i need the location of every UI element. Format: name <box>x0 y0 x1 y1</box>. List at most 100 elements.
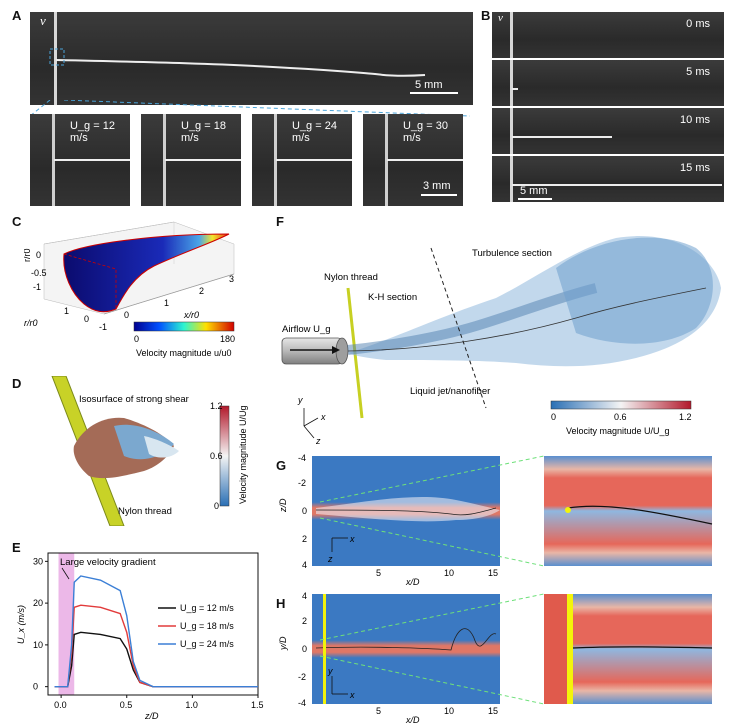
d-cb-tick-2: 0 <box>214 501 219 511</box>
inset-label-3: U_g = 30 m/s <box>403 120 448 144</box>
frame-time-0: 0 ms <box>686 18 710 30</box>
g-xtick-2: 15 <box>488 568 498 578</box>
h-ytick-2: 0 <box>302 644 307 654</box>
x-tick-label: 1.5 <box>251 700 264 710</box>
h-xlabel: x/D <box>405 715 420 725</box>
panel-h-field: y/D 4 2 0 -2 -4 5 10 15 x/D y x <box>278 591 713 725</box>
panel-label-b: B <box>481 8 491 23</box>
panel-label-a: A <box>12 8 22 23</box>
chart-annotation: Large velocity gradient <box>60 557 156 568</box>
inset-scale-bar <box>421 194 457 196</box>
nylon-thread <box>510 108 513 154</box>
legend-label-1: U_g = 18 m/s <box>180 621 234 631</box>
d-annot-thread: Nylon thread <box>118 506 172 517</box>
frame-scale-label: 5 mm <box>520 185 548 197</box>
panel-label-d: D <box>12 376 22 391</box>
plot-frame <box>47 552 259 696</box>
f-turb: Turbulence section <box>472 248 552 259</box>
g-xtick-1: 10 <box>444 568 454 578</box>
g-ytick-1: -2 <box>298 478 306 488</box>
g-ytick-3: 2 <box>302 534 307 544</box>
g-ytick-2: 0 <box>302 506 307 516</box>
frame-photo-1: 5 ms <box>492 60 724 106</box>
series-line-2 <box>54 575 258 688</box>
y-axis-label: U_x (m/s) <box>16 605 26 644</box>
inset-photo-3: U_g = 30 m/s 3 mm <box>363 114 463 206</box>
scale-bar <box>410 92 458 94</box>
frame-time-1: 5 ms <box>686 66 710 78</box>
nylon-thread <box>52 114 55 206</box>
x-tick-label: 0.5 <box>120 700 133 710</box>
c-tick-x-0: 0 <box>124 310 129 320</box>
f-jet: Liquid jet/nanofiber <box>410 386 490 397</box>
frame-photo-0: 0 ms v <box>492 12 724 58</box>
nylon-thread <box>510 12 513 58</box>
jet-line <box>165 159 241 161</box>
c-tick-x-1: 1 <box>164 298 169 308</box>
g-xlabel: x/D <box>405 577 420 587</box>
v-label: v <box>498 12 503 24</box>
panel-c-3d-plot: r/r0 0 -0.5 -1 r/r0 1 0 -1 0 1 2 3 x/r0 … <box>24 221 235 358</box>
c-xlabel: x/r0 <box>183 310 199 320</box>
c-rlabel: r/r0 <box>24 318 38 328</box>
panel-d-render: Isosurface of strong shear Nylon thread … <box>51 376 248 526</box>
f-axis-y: y <box>297 395 303 405</box>
h-xtick-1: 10 <box>444 706 454 716</box>
d-cb-tick-1: 0.6 <box>210 451 223 461</box>
h-ytick-3: -2 <box>298 672 306 682</box>
g-xtick-0: 5 <box>376 568 381 578</box>
frame-scale-bar <box>518 198 552 200</box>
inset-photo-1: U_g = 18 m/s <box>141 114 241 206</box>
f-cb-tick-1: 0.6 <box>614 412 627 422</box>
g-ytick-4: 4 <box>302 560 307 570</box>
c-cbar-label: Velocity magnitude u/u0 <box>136 348 232 358</box>
f-kh: K-H section <box>368 292 417 303</box>
panel-label-h: H <box>276 596 286 611</box>
d-annot-shear: Isosurface of strong shear <box>79 394 189 405</box>
h-xtick-0: 5 <box>376 706 381 716</box>
jet-trace <box>49 48 426 77</box>
inset-label-1: U_g = 18 m/s <box>181 120 226 144</box>
h-axis-x: x <box>349 690 355 700</box>
nylon-thread <box>510 60 513 106</box>
c-tick-left-1: -0.5 <box>31 268 47 278</box>
nylon-thread <box>274 114 277 206</box>
c-tick-r-1: 0 <box>84 314 89 324</box>
panel-a-main-photo: v 5 mm <box>30 12 473 105</box>
frame-time-3: 15 ms <box>680 162 710 174</box>
annotation-pointer <box>61 567 70 580</box>
panel-e-chart: 0.0 0.5 1.0 1.5 0 10 20 30 U_g = 12 m/s U_g = 18 … <box>16 552 264 721</box>
c-tick-x-3: 3 <box>229 274 234 284</box>
legend-label-2: U_g = 24 m/s <box>180 639 234 649</box>
x-axis-label: z/D <box>144 711 159 721</box>
x-tick-label: 1.0 <box>185 700 198 710</box>
h-axis-y: y <box>327 666 333 676</box>
zoom-guides <box>30 100 471 117</box>
g-ytick-0: -4 <box>298 453 306 463</box>
y-tick-label: 20 <box>33 598 43 608</box>
y-tick-label: 10 <box>33 640 43 650</box>
f-nylon: Nylon thread <box>324 272 378 283</box>
h-ytick-4: -4 <box>298 698 306 708</box>
d-cb-tick-0: 1.2 <box>210 401 223 411</box>
f-axis-x: x <box>320 412 326 422</box>
f-cb-label: Velocity magnitude U/U_g <box>566 426 670 436</box>
panel-label-g: G <box>276 458 287 473</box>
c-tick-left-0: 0 <box>36 250 41 260</box>
inset-photo-0: U_g = 12 m/s <box>30 114 130 206</box>
d-cb-label: Velocity magnitude U/Ug <box>238 405 248 504</box>
f-airflow: Airflow U_g <box>282 324 331 335</box>
frame-photo-2: 10 ms <box>492 108 724 154</box>
f-cb-tick-0: 0 <box>551 412 556 422</box>
jet-line <box>276 159 352 161</box>
nylon-thread <box>510 156 513 202</box>
jet-line <box>512 136 612 138</box>
inset-label-2: U_g = 24 m/s <box>292 120 337 144</box>
c-ylabel: r/r0 <box>24 249 32 263</box>
h-ytick-1: 2 <box>302 616 307 626</box>
nylon-thread <box>54 12 57 105</box>
f-cb-tick-2: 1.2 <box>679 412 692 422</box>
c-tick-r-2: -1 <box>99 322 107 332</box>
frame-time-2: 10 ms <box>680 114 710 126</box>
y-tick-label: 0 <box>33 682 38 692</box>
